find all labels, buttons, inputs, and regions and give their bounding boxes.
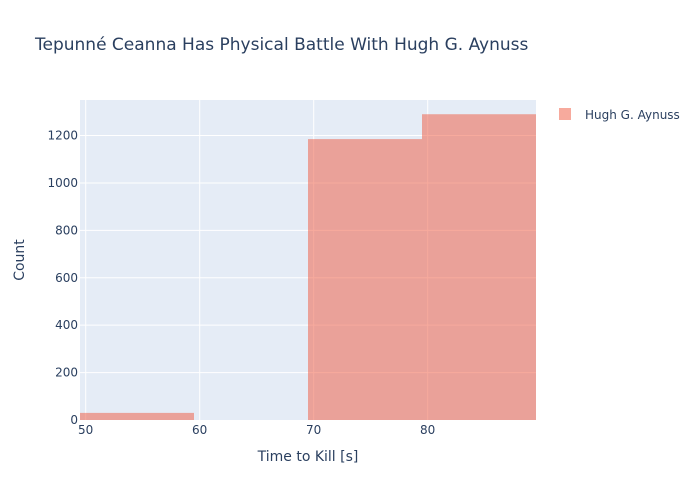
histogram-bar[interactable] (308, 139, 422, 420)
legend-swatch[interactable] (559, 108, 571, 120)
y-tick-label: 200 (55, 366, 78, 380)
x-tick-label: 50 (78, 423, 93, 437)
histogram-bar[interactable] (422, 114, 536, 420)
x-tick-label: 60 (192, 423, 207, 437)
y-tick-label: 0 (70, 413, 78, 427)
x-tick-label: 80 (420, 423, 435, 437)
bars[interactable] (80, 114, 536, 420)
x-tick-label: 70 (306, 423, 321, 437)
legend-label[interactable]: Hugh G. Aynuss (585, 108, 680, 122)
y-tick-label: 600 (55, 271, 78, 285)
y-tick-label: 1200 (47, 129, 78, 143)
y-tick-label: 800 (55, 223, 78, 237)
histogram-bar[interactable] (80, 412, 194, 420)
y-axis-ticks: 0 200 400 600 800 1000 1200 (47, 129, 78, 427)
x-axis-ticks: 50 60 70 80 (78, 423, 435, 437)
x-axis-title: Time to Kill [s] (257, 449, 359, 465)
y-tick-label: 400 (55, 318, 78, 332)
y-axis-title: Count (12, 239, 28, 281)
legend[interactable]: Hugh G. Aynuss (559, 108, 680, 122)
y-tick-label: 1000 (47, 176, 78, 190)
chart-title: Tepunné Ceanna Has Physical Battle With … (34, 35, 529, 55)
